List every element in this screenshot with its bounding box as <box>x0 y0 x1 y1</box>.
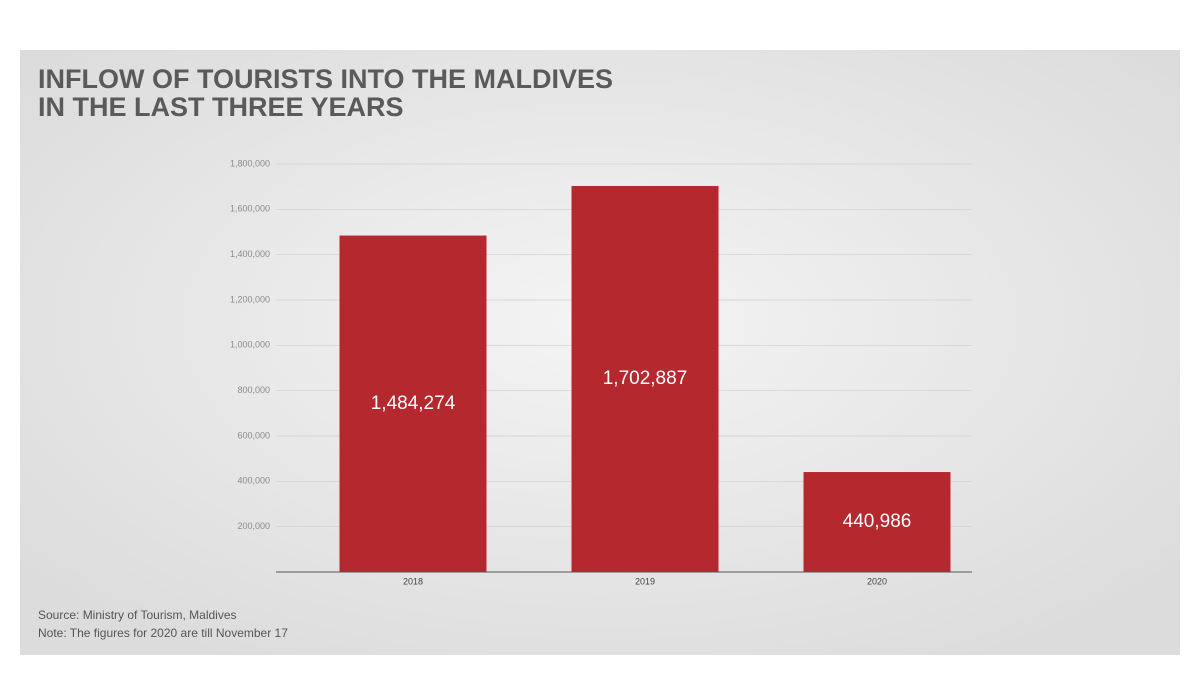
y-tick-label: 600,000 <box>237 430 270 440</box>
bar <box>571 186 719 573</box>
bar <box>339 235 487 572</box>
x-tick-label: 2019 <box>635 576 655 586</box>
y-tick-label: 1,800,000 <box>230 158 270 168</box>
x-tick-label: 2018 <box>403 576 423 586</box>
y-tick-label: 400,000 <box>237 476 270 486</box>
y-tick-label: 200,000 <box>237 521 270 531</box>
value-label: 1,484,274 <box>371 393 456 414</box>
note: Note: The figures for 2020 are till Nove… <box>38 626 288 640</box>
bar <box>803 472 951 572</box>
y-tick-label: 1,400,000 <box>230 249 270 259</box>
value-label: 440,986 <box>843 511 912 532</box>
y-tick-label: 1,600,000 <box>230 204 270 214</box>
source: Source: Ministry of Tourism, Maldives <box>38 608 237 622</box>
chart-title: INFLOW OF TOURISTS INTO THE MALDIVES <box>38 64 613 94</box>
y-tick-label: 800,000 <box>237 385 270 395</box>
chart-title: IN THE LAST THREE YEARS <box>38 92 404 122</box>
x-tick-label: 2020 <box>867 576 887 586</box>
y-tick-label: 1,000,000 <box>230 340 270 350</box>
y-tick-label: 1,200,000 <box>230 294 270 304</box>
value-label: 1,702,887 <box>603 368 688 389</box>
